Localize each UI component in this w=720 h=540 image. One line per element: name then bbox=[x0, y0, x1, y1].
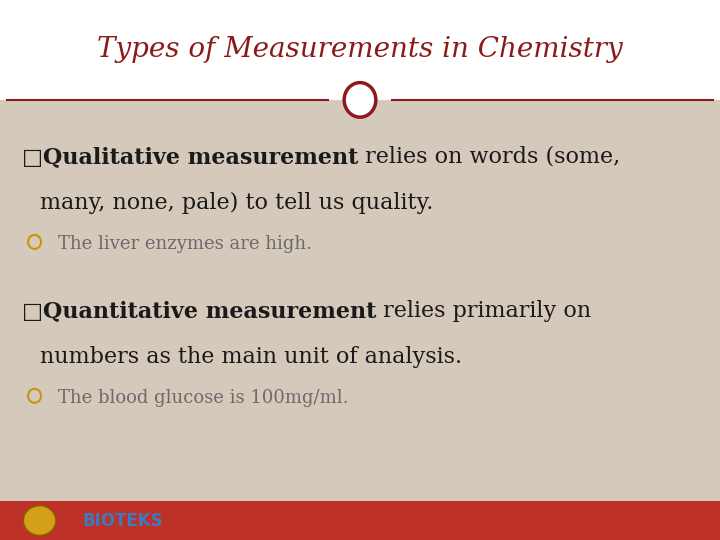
Text: numbers as the main unit of analysis.: numbers as the main unit of analysis. bbox=[40, 346, 462, 368]
Text: relies on words (some,: relies on words (some, bbox=[358, 146, 620, 168]
Text: □Qualitative measurement: □Qualitative measurement bbox=[22, 146, 358, 168]
FancyBboxPatch shape bbox=[0, 0, 720, 100]
Text: BIOTEKS: BIOTEKS bbox=[82, 511, 163, 530]
Ellipse shape bbox=[344, 83, 376, 117]
Text: many, none, pale) to tell us quality.: many, none, pale) to tell us quality. bbox=[40, 192, 433, 214]
Text: relies primarily on: relies primarily on bbox=[376, 300, 591, 322]
Text: The liver enzymes are high.: The liver enzymes are high. bbox=[58, 235, 312, 253]
FancyBboxPatch shape bbox=[0, 501, 720, 540]
Ellipse shape bbox=[23, 505, 56, 536]
Text: The blood glucose is 100mg/ml.: The blood glucose is 100mg/ml. bbox=[58, 389, 348, 407]
Text: Types of Measurements in Chemistry: Types of Measurements in Chemistry bbox=[97, 36, 623, 63]
Text: □Quantitative measurement: □Quantitative measurement bbox=[22, 300, 376, 322]
